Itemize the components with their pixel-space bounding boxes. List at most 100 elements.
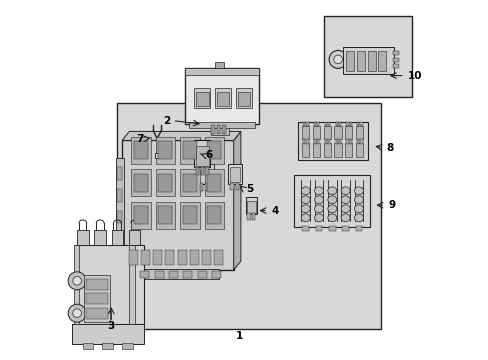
Bar — [122, 140, 233, 270]
Bar — [349, 122, 351, 126]
Bar — [117, 167, 122, 180]
Text: 8: 8 — [386, 143, 393, 153]
Bar — [222, 125, 225, 134]
Bar — [230, 183, 234, 190]
Bar — [185, 68, 258, 124]
Ellipse shape — [341, 196, 349, 204]
Circle shape — [73, 276, 81, 285]
Circle shape — [68, 304, 86, 322]
Bar — [324, 122, 326, 126]
Circle shape — [73, 309, 81, 318]
Bar — [346, 51, 353, 71]
Bar — [210, 123, 228, 135]
Bar — [129, 245, 134, 324]
Bar — [212, 271, 221, 278]
Text: 4: 4 — [271, 206, 278, 216]
Bar — [153, 250, 162, 265]
Bar — [230, 167, 240, 182]
Bar — [360, 139, 362, 144]
Bar — [235, 88, 251, 108]
Bar — [140, 271, 149, 278]
Text: 5: 5 — [246, 184, 253, 194]
Bar — [313, 122, 316, 126]
Bar — [323, 126, 330, 139]
Bar — [343, 47, 393, 74]
Bar — [245, 197, 257, 214]
Bar — [209, 183, 212, 191]
Bar — [313, 139, 316, 144]
Bar — [355, 126, 363, 139]
Bar — [334, 126, 341, 139]
Bar — [294, 175, 369, 227]
Bar — [77, 230, 88, 245]
Bar — [207, 206, 221, 224]
Bar — [215, 88, 231, 108]
Bar — [117, 232, 122, 245]
Bar — [204, 137, 224, 164]
Bar — [328, 226, 335, 231]
Bar — [158, 141, 172, 159]
Bar — [346, 122, 348, 126]
Bar — [196, 146, 208, 166]
Bar — [335, 139, 337, 144]
Bar — [356, 122, 359, 126]
Bar — [131, 202, 151, 229]
Bar — [73, 245, 79, 324]
Bar — [183, 271, 192, 278]
Bar — [177, 250, 186, 265]
Bar — [302, 226, 308, 231]
Bar — [214, 62, 223, 68]
Bar — [197, 271, 206, 278]
Text: 10: 10 — [407, 71, 422, 81]
Bar — [312, 126, 320, 139]
Text: 7: 7 — [136, 134, 143, 144]
Bar — [345, 126, 352, 139]
Bar — [367, 51, 375, 71]
Bar — [207, 141, 221, 159]
Bar — [200, 183, 203, 191]
Bar — [165, 250, 174, 265]
Bar — [237, 92, 250, 106]
Bar — [312, 143, 320, 157]
Bar — [131, 137, 151, 164]
Bar — [188, 122, 255, 128]
Circle shape — [328, 50, 346, 68]
Bar — [134, 206, 147, 224]
Ellipse shape — [327, 196, 336, 204]
Ellipse shape — [341, 205, 349, 213]
Bar — [183, 141, 196, 159]
Bar — [302, 143, 309, 157]
Bar — [214, 250, 223, 265]
Text: 2: 2 — [163, 116, 170, 126]
Bar — [168, 271, 178, 278]
Bar — [392, 51, 398, 55]
Bar — [196, 167, 199, 175]
Ellipse shape — [341, 187, 349, 195]
Bar — [82, 343, 93, 349]
Bar — [128, 250, 137, 265]
Bar — [306, 139, 308, 144]
Bar — [134, 141, 147, 159]
Bar — [180, 169, 200, 196]
Bar — [122, 343, 133, 349]
Bar — [141, 250, 149, 265]
Bar — [303, 122, 305, 126]
Bar — [392, 64, 398, 68]
Bar — [204, 169, 224, 196]
Text: 3: 3 — [107, 321, 115, 331]
Bar — [86, 293, 107, 304]
Ellipse shape — [327, 214, 336, 222]
Bar — [189, 250, 199, 265]
Bar — [323, 143, 330, 157]
Bar — [180, 202, 200, 229]
Bar — [207, 174, 221, 192]
Polygon shape — [233, 131, 241, 270]
Bar — [117, 103, 381, 329]
Bar — [346, 139, 348, 144]
Bar — [115, 158, 123, 252]
Bar — [194, 88, 210, 108]
Bar — [72, 324, 143, 344]
Bar — [356, 51, 364, 71]
Bar — [302, 126, 309, 139]
Bar — [131, 169, 151, 196]
